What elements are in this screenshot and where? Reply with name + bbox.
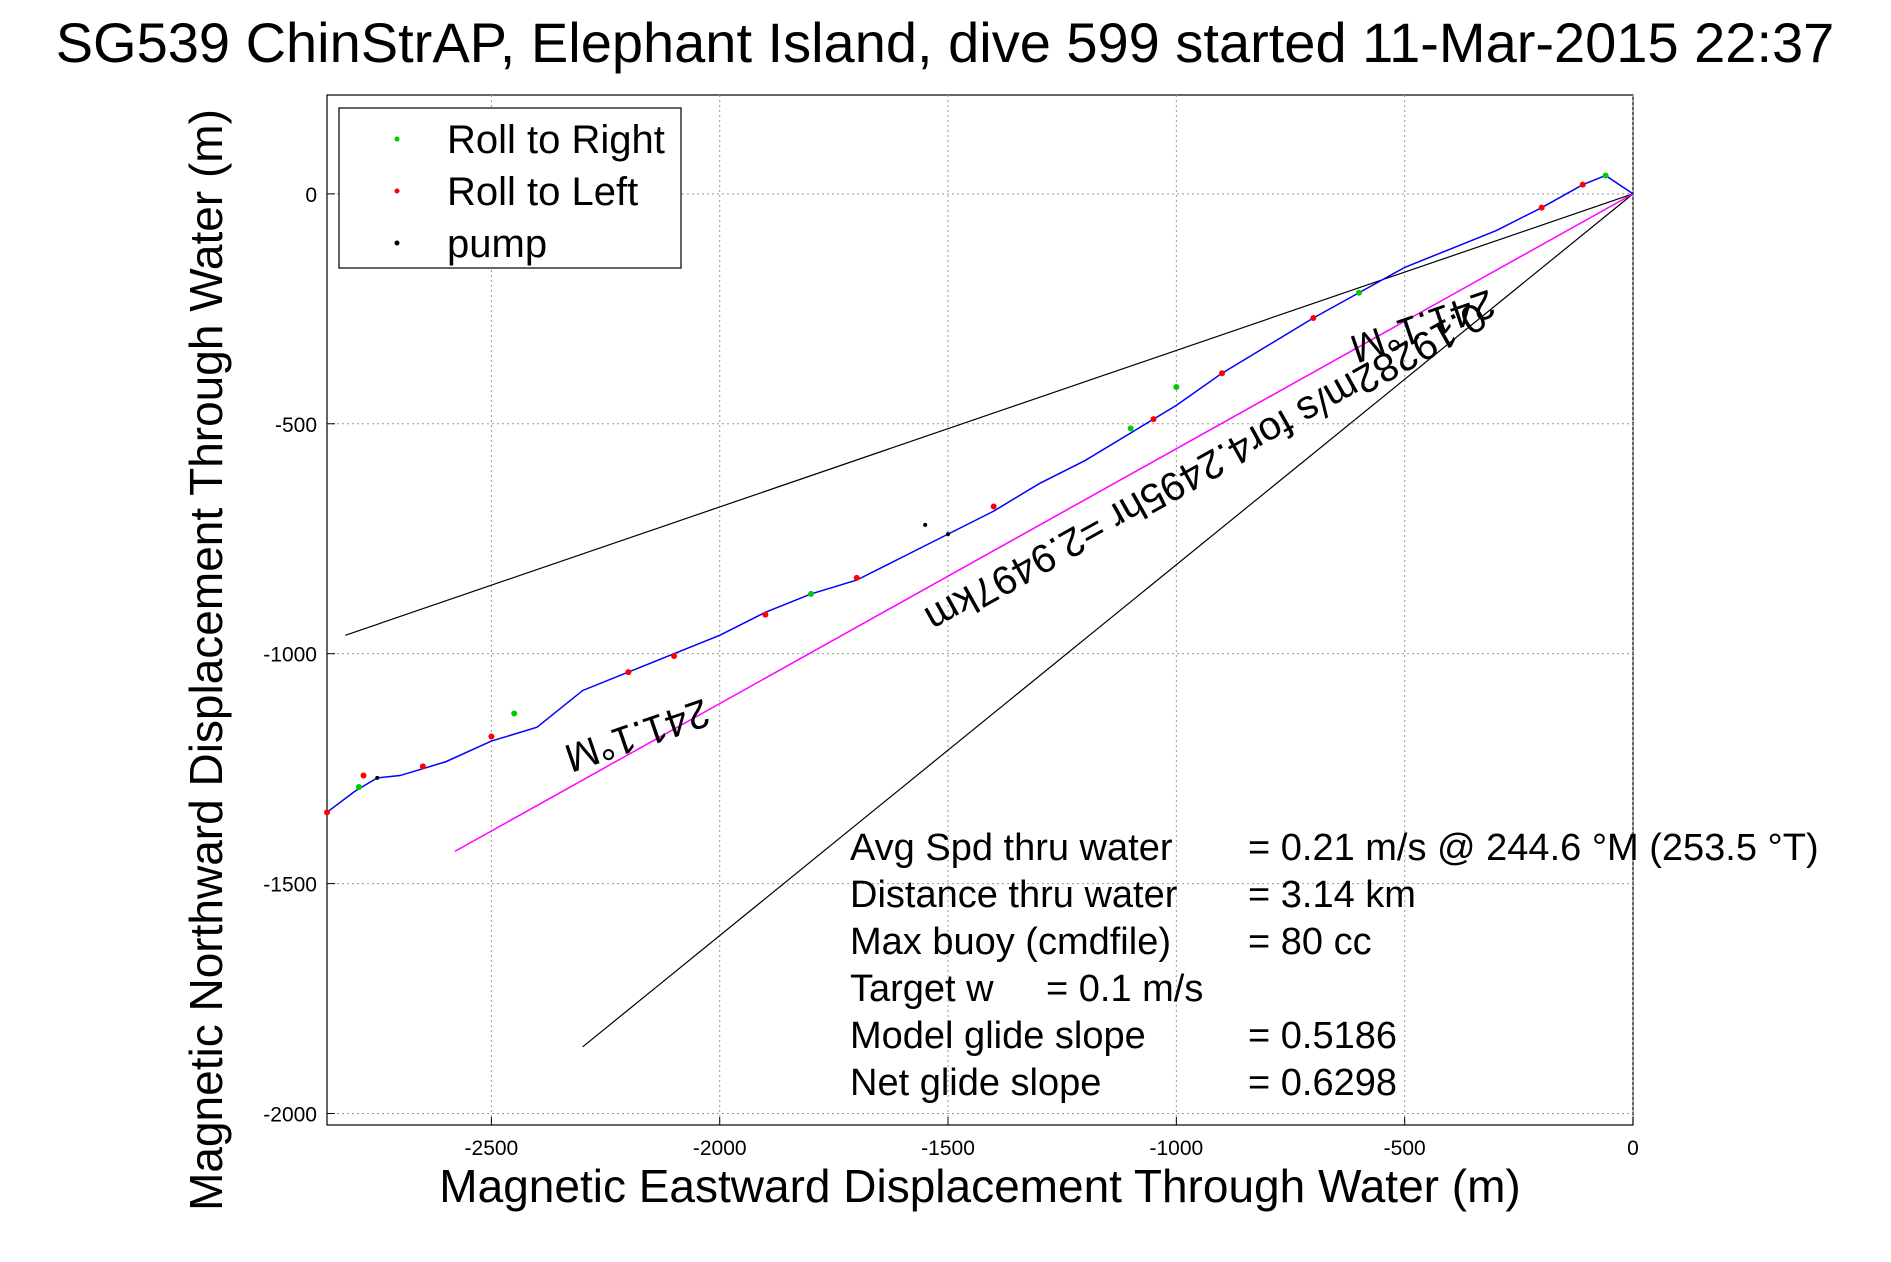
roll-left-marker [671, 652, 678, 659]
annotation-value: = 0.1 m/s [1046, 968, 1203, 1010]
roll-right-marker [1127, 425, 1134, 432]
annotation-label: Target w [850, 968, 994, 1010]
roll-left-marker [360, 772, 367, 779]
annotation-label: Net glide slope [850, 1062, 1101, 1104]
y-axis-label: Magnetic Northward Displacement Through … [180, 109, 232, 1211]
pump-marker [923, 522, 928, 527]
roll-left-marker [488, 733, 495, 740]
chart-title: SG539 ChinStrAP, Elephant Island, dive 5… [56, 11, 1835, 74]
annotation-value: = 0.6298 [1248, 1062, 1397, 1104]
annotation-label: Distance thru water [850, 874, 1178, 916]
roll-right-marker [511, 710, 518, 717]
annotation-label: Model glide slope [850, 1015, 1146, 1057]
x-tick-label: -1000 [1149, 1137, 1203, 1160]
roll-right-marker [1356, 289, 1363, 296]
y-tick-label: -1000 [263, 644, 317, 667]
glider-track-group [326, 174, 1634, 813]
annotation-value: = 3.14 km [1248, 874, 1416, 916]
course-label: 0.19282m/s for4.2495hr =2.9497km [918, 293, 1494, 641]
y-tick-label: -1500 [263, 874, 317, 897]
y-tick-labels: 0 -500 -1000 -1500 -2000 [263, 184, 317, 1127]
annotation-value: = 80 cc [1248, 921, 1372, 963]
legend-marker [394, 136, 400, 142]
legend-entry: pump [447, 222, 547, 266]
x-axis-label: Magnetic Eastward Displacement Through W… [439, 1160, 1520, 1212]
roll-left-marker [990, 503, 997, 510]
legend: Roll to Right Roll to Left pump [338, 107, 682, 269]
legend-marker [394, 188, 400, 194]
x-tick-label: -2000 [693, 1137, 747, 1160]
summary-annotations: Avg Spd thru water = 0.21 m/s @ 244.6 °M … [850, 827, 1819, 1104]
legend-entry: Roll to Right [447, 118, 665, 162]
lower-heading-label: 241.1°M [559, 690, 715, 780]
roll-left-marker [762, 611, 769, 618]
annotation-value: = 0.21 m/s @ 244.6 °M (253.5 °T) [1248, 827, 1819, 869]
heading-bound-line [345, 193, 1634, 636]
heading-bound-line [582, 193, 1634, 1048]
bounding-heading-lines [345, 193, 1634, 1048]
roll-left-marker [1579, 181, 1586, 188]
x-tick-label: 0 [1627, 1137, 1639, 1160]
grid-lines [327, 95, 1634, 1125]
pump-marker [375, 775, 380, 780]
roll-left-marker [419, 763, 426, 770]
roll-left-marker [625, 669, 632, 676]
y-tick-label: 0 [305, 184, 317, 207]
legend-marker [394, 240, 400, 246]
course-line-group [454, 193, 1634, 853]
legend-entry: Roll to Left [447, 170, 638, 214]
glider-track [326, 174, 1634, 813]
roll-left-marker [1219, 370, 1226, 377]
event-markers [324, 172, 1609, 816]
roll-right-marker [1602, 172, 1609, 179]
roll-left-marker [853, 574, 860, 581]
annotation-label: Avg Spd thru water [850, 827, 1173, 869]
roll-right-marker [1173, 383, 1180, 390]
y-tick-label: -2000 [263, 1104, 317, 1127]
roll-left-marker [1310, 315, 1317, 322]
roll-left-marker [1538, 204, 1545, 211]
x-tick-label: -500 [1384, 1137, 1426, 1160]
course-line [454, 193, 1634, 853]
x-tick-labels: -2500 -2000 -1500 -1000 -500 0 [465, 1137, 1639, 1160]
roll-right-marker [355, 784, 362, 791]
annotation-value: = 0.5186 [1248, 1015, 1397, 1057]
y-tick-label: -500 [275, 414, 317, 437]
roll-left-marker [1150, 416, 1157, 423]
roll-right-marker [808, 590, 815, 597]
roll-left-marker [324, 809, 330, 816]
annotation-label: Max buoy (cmdfile) [850, 921, 1171, 963]
pump-marker [946, 532, 951, 537]
x-tick-label: -1500 [921, 1137, 975, 1160]
x-tick-label: -2500 [465, 1137, 519, 1160]
